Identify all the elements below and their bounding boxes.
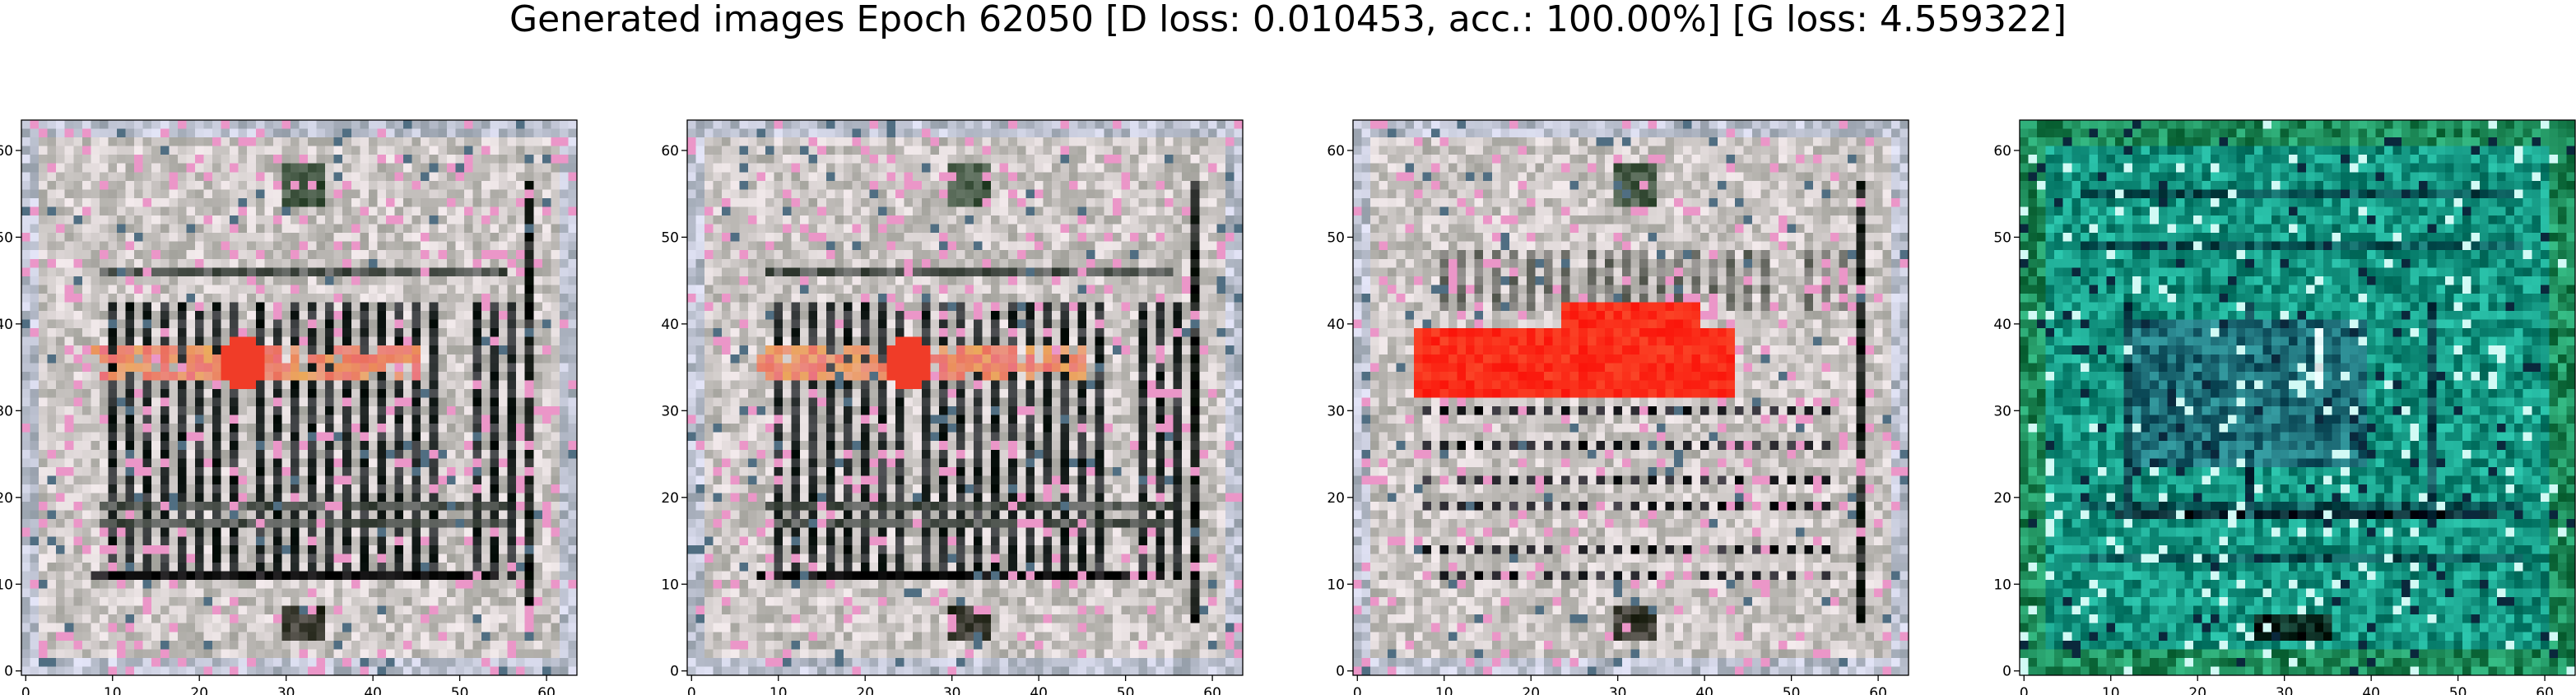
x-tick-label: 30 <box>1609 685 1627 695</box>
x-tick-label: 30 <box>2276 685 2294 695</box>
x-tick-label: 10 <box>1435 685 1453 695</box>
y-tick-label: 30 <box>0 403 13 419</box>
image-pixels <box>687 120 1244 676</box>
image-pixels <box>2020 120 2576 676</box>
x-tick-label: 30 <box>943 685 961 695</box>
axes-frame <box>686 119 1244 676</box>
y-tick-label: 50 <box>0 229 13 246</box>
figure-suptitle: Generated images Epoch 62050 [D loss: 0.… <box>509 0 2067 40</box>
y-tick-label: 50 <box>1993 229 2011 246</box>
image-panel-2: 0 10 20 30 40 50 60 0 10 20 30 40 50 60 <box>661 119 1244 695</box>
y-tick-label: 10 <box>1327 577 1345 593</box>
y-tick-label: 60 <box>1993 143 2011 160</box>
y-tick-label: 60 <box>0 143 13 160</box>
y-tick-label: 20 <box>1993 490 2011 507</box>
x-tick-label: 0 <box>1353 685 1362 695</box>
x-tick-label: 60 <box>537 685 556 695</box>
image-panel-4: 0 10 20 30 40 50 60 0 10 20 30 40 50 60 <box>1993 119 2576 695</box>
x-tick-label: 60 <box>1203 685 1221 695</box>
x-tick-label: 10 <box>104 685 122 695</box>
y-tick-label: 30 <box>1327 403 1345 419</box>
x-tick-label: 40 <box>1695 685 1713 695</box>
x-tick-label: 40 <box>1030 685 1048 695</box>
x-tick-label: 50 <box>451 685 469 695</box>
y-tick-label: 40 <box>0 317 13 333</box>
x-tick-label: 20 <box>1522 685 1540 695</box>
y-tick-label: 50 <box>1327 229 1345 246</box>
y-tick-label: 40 <box>1327 317 1345 333</box>
axes-frame <box>21 119 578 676</box>
x-tick-label: 20 <box>2188 685 2206 695</box>
axes-frame <box>1352 119 1909 676</box>
y-tick-label: 40 <box>661 317 679 333</box>
x-tick-label: 40 <box>2362 685 2380 695</box>
y-tick-label: 20 <box>1327 490 1345 507</box>
y-tick-label: 20 <box>0 490 13 507</box>
x-tick-label: 60 <box>2536 685 2554 695</box>
x-tick-label: 50 <box>1117 685 1135 695</box>
axes-frame <box>2019 119 2576 676</box>
x-tick-label: 20 <box>190 685 208 695</box>
image-panel-1: 0 10 20 30 40 50 60 0 10 20 30 40 50 60 <box>0 119 578 695</box>
x-tick-label: 0 <box>2020 685 2029 695</box>
y-tick-label: 30 <box>1993 403 2011 419</box>
y-tick-label: 0 <box>670 664 679 680</box>
image-pixels <box>21 120 578 676</box>
y-tick-label: 60 <box>661 143 679 160</box>
y-tick-label: 60 <box>1327 143 1345 160</box>
y-tick-label: 50 <box>661 229 679 246</box>
image-panel-3: 0 10 20 30 40 50 60 0 10 20 30 40 50 60 <box>1327 119 1909 695</box>
x-tick-label: 10 <box>2102 685 2120 695</box>
y-tick-label: 10 <box>0 577 13 593</box>
x-tick-label: 0 <box>687 685 696 695</box>
x-tick-label: 0 <box>21 685 30 695</box>
x-tick-label: 60 <box>1869 685 1887 695</box>
y-tick-label: 40 <box>1993 317 2011 333</box>
y-tick-label: 0 <box>2002 664 2011 680</box>
x-tick-label: 30 <box>277 685 295 695</box>
x-tick-label: 50 <box>2449 685 2467 695</box>
y-tick-label: 20 <box>661 490 679 507</box>
y-tick-label: 10 <box>661 577 679 593</box>
x-tick-label: 20 <box>856 685 874 695</box>
x-tick-label: 50 <box>1783 685 1801 695</box>
image-pixels <box>1353 120 1909 676</box>
x-tick-label: 40 <box>364 685 382 695</box>
y-tick-label: 30 <box>661 403 679 419</box>
y-tick-label: 0 <box>4 664 13 680</box>
y-tick-label: 10 <box>1993 577 2011 593</box>
x-tick-label: 10 <box>770 685 788 695</box>
y-tick-label: 0 <box>1336 664 1345 680</box>
